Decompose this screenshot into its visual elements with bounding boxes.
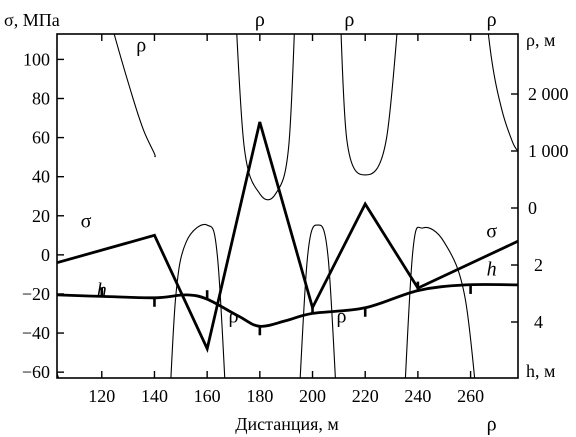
x-tick-label: 160 xyxy=(194,386,221,406)
sigma-series-label: σ xyxy=(486,220,497,242)
right-h-tick-label: 4 xyxy=(534,312,543,332)
right-axis-rho-title: ρ, м xyxy=(526,30,555,50)
rho-series-label: ρ xyxy=(487,414,497,436)
rho-series-label: ρ xyxy=(136,35,146,57)
rho-branch-curve xyxy=(170,223,226,378)
rho-series-label: ρ xyxy=(344,9,354,31)
h-series-label: h xyxy=(487,258,497,280)
right-rho-tick-label: 0 xyxy=(528,198,537,218)
rho-series-label: ρ xyxy=(337,305,347,327)
rho-branch-curve xyxy=(340,34,398,176)
rho-branch-curve xyxy=(236,34,295,201)
x-tick-label: 180 xyxy=(246,386,273,406)
rho-branch-curve xyxy=(113,34,156,158)
left-tick-label: −60 xyxy=(22,362,50,382)
right-axis-h-title: h, м xyxy=(526,361,555,381)
rho-branch-curve xyxy=(404,226,476,378)
plot-frame xyxy=(56,33,519,379)
right-h-tick-label: 2 xyxy=(534,255,543,275)
left-tick-label: 0 xyxy=(41,245,50,265)
h-series-line xyxy=(57,283,518,328)
left-tick-label: 80 xyxy=(32,89,50,109)
left-tick-label: 100 xyxy=(23,49,50,69)
rho-series-label: ρ xyxy=(229,305,239,327)
x-tick-label: 240 xyxy=(404,386,431,406)
left-tick-label: 60 xyxy=(32,128,50,148)
sigma-series-label: σ xyxy=(81,211,92,233)
x-tick-label: 220 xyxy=(352,386,379,406)
left-tick-label: 40 xyxy=(32,167,50,187)
rho-series-label: ρ xyxy=(255,9,265,31)
rho-branch-curve xyxy=(57,373,60,378)
x-tick-label: 120 xyxy=(88,386,115,406)
sigma-series-line xyxy=(57,121,518,353)
rho-branch-curve xyxy=(487,34,518,152)
x-tick-label: 140 xyxy=(141,386,168,406)
x-tick-label: 200 xyxy=(299,386,326,406)
h-series-label: h xyxy=(97,280,107,302)
x-axis-title: Дистанция, м xyxy=(235,414,339,434)
left-tick-label: 20 xyxy=(32,206,50,226)
rho-series-label: ρ xyxy=(487,9,497,31)
left-axis-title: σ, МПа xyxy=(4,10,60,30)
left-tick-label: −20 xyxy=(22,284,50,304)
right-rho-tick-label: 2 000 xyxy=(528,84,569,104)
right-rho-tick-label: 1 000 xyxy=(528,141,569,161)
left-tick-label: −40 xyxy=(22,323,50,343)
x-tick-label: 260 xyxy=(457,386,484,406)
rho-branch-curve xyxy=(299,224,336,378)
